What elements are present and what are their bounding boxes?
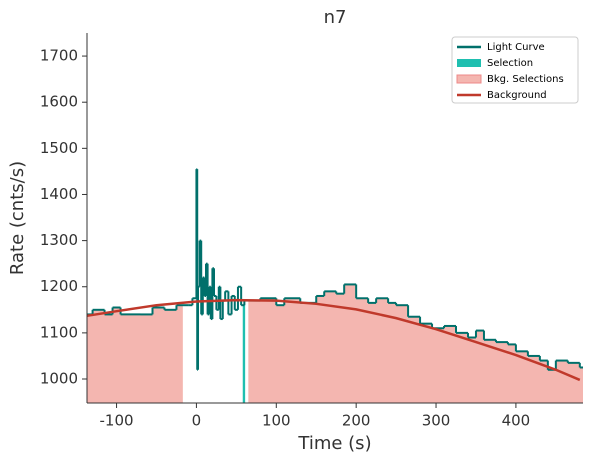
legend-swatch: [456, 74, 482, 84]
y-tick-label: 1100: [40, 323, 78, 341]
y-tick-label: 1300: [40, 231, 78, 249]
legend-swatch: [457, 59, 481, 67]
chart-title: n7: [324, 7, 347, 28]
legend-label: Background: [487, 90, 547, 101]
selection-area: [242, 300, 246, 403]
x-tick-label: 0: [192, 412, 202, 430]
legend-label: Selection: [487, 58, 533, 69]
y-tick-label: 1500: [40, 139, 78, 157]
legend-box: [451, 36, 579, 104]
x-axis-label: Time (s): [297, 433, 371, 454]
y-tick-label: 1600: [40, 93, 78, 111]
y-tick-label: 1400: [40, 185, 78, 203]
legend-label: Bkg. Selections: [487, 74, 564, 85]
y-tick-label: 1700: [40, 47, 78, 65]
y-axis-label: Rate (cnts/s): [7, 161, 28, 275]
selection-area: [87, 305, 183, 403]
legend-label: Light Curve: [487, 42, 545, 53]
y-tick-label: 1000: [40, 370, 78, 388]
x-tick-label: 200: [342, 412, 371, 430]
background-line: [86, 298, 581, 382]
x-tick-label: 400: [502, 412, 531, 430]
selection-area: [248, 284, 583, 403]
x-tick-label: 300: [422, 412, 451, 430]
x-tick-label: -100: [100, 412, 134, 430]
y-tick-label: 1200: [40, 277, 78, 295]
x-tick-label: 100: [262, 412, 291, 430]
